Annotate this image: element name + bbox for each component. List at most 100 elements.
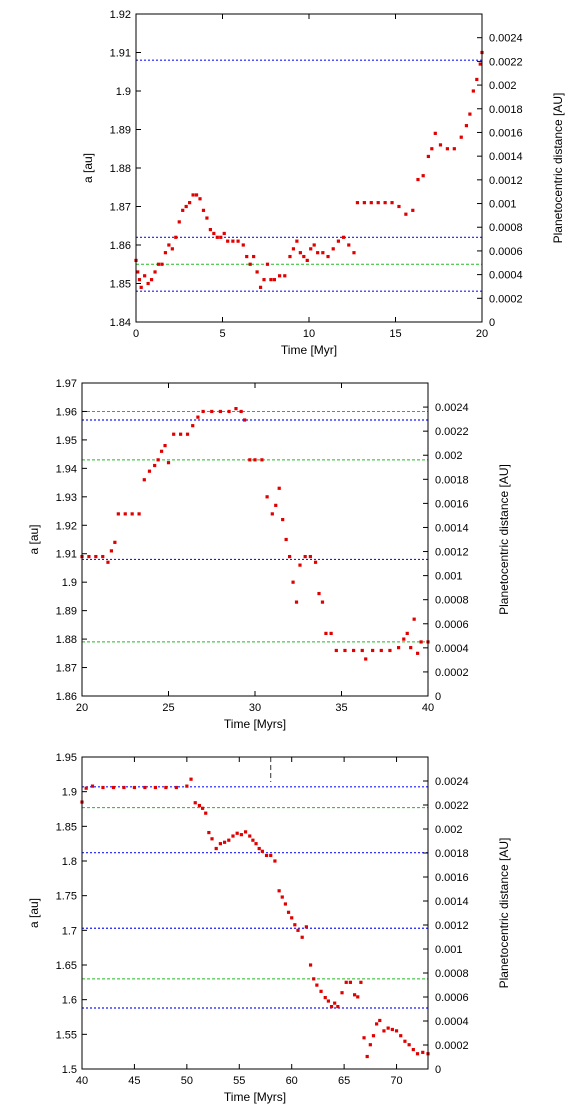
y-tick-label: 1.88: [56, 634, 77, 646]
data-point: [291, 247, 296, 251]
x-tick-label: 60: [286, 1075, 298, 1087]
data-point: [239, 409, 243, 414]
data-point: [397, 204, 401, 209]
data-point: [376, 201, 380, 205]
data-point: [277, 889, 281, 893]
data-point: [239, 833, 243, 837]
data-point: [191, 193, 195, 197]
y2-tick-label: 0.002: [489, 80, 517, 92]
y2-tick-label: 0: [489, 317, 495, 329]
x-tick-label: 20: [476, 328, 488, 340]
y-tick-label: 1.89: [110, 125, 131, 137]
y2-tick-label: 0.0004: [489, 270, 523, 282]
data-point: [415, 1052, 420, 1056]
x-tick-label: 55: [233, 1075, 245, 1087]
data-point: [399, 1034, 403, 1038]
y2-tick-label: 0: [435, 691, 441, 703]
data-point: [421, 1050, 425, 1054]
data-point: [222, 231, 226, 236]
data-point: [252, 254, 256, 259]
data-point: [334, 648, 338, 653]
data-point: [369, 201, 373, 205]
data-point: [231, 239, 235, 243]
data-point: [241, 243, 245, 247]
data-point: [159, 449, 164, 453]
data-point: [226, 239, 230, 243]
data-point: [101, 554, 105, 559]
data-point: [174, 785, 178, 790]
y2-tick-label: 0.0008: [435, 595, 469, 607]
data-point: [84, 786, 88, 790]
data-point: [396, 646, 401, 650]
data-point: [167, 243, 171, 247]
data-point: [189, 777, 193, 781]
data-point: [386, 1026, 390, 1030]
data-point: [143, 785, 147, 790]
y-tick-label: 1.5: [62, 1064, 77, 1076]
chart-panel-2: 20 25 30 35 40 1.86 1.87 1.88 1.89 1.9 1.91 1.92 1.9…: [27, 378, 511, 731]
y-tick-label: 1.86: [110, 240, 131, 252]
y2-tick-label: 0.0012: [489, 175, 523, 187]
data-point: [317, 591, 321, 596]
data-point: [160, 262, 164, 266]
data-point: [243, 830, 248, 834]
y-tick-label: 1.95: [56, 752, 77, 764]
data-point: [421, 174, 425, 178]
data-point: [388, 648, 392, 653]
data-point: [258, 285, 263, 289]
data-point: [416, 651, 420, 655]
data-point: [207, 830, 211, 835]
data-point: [347, 243, 351, 247]
data-point: [122, 785, 126, 790]
data-point: [390, 201, 394, 205]
data-point: [405, 631, 409, 635]
y-tick-label: 1.8: [62, 856, 77, 868]
data-point: [426, 154, 430, 159]
data-point: [254, 842, 258, 846]
data-point: [277, 274, 282, 278]
data-point: [430, 147, 434, 151]
y-tick-label: 1.86: [56, 691, 77, 703]
y2-tick-label: 0.0022: [489, 56, 523, 68]
y2-tick-label: 0.0018: [489, 104, 523, 116]
y-axis-label: a [au]: [27, 898, 41, 928]
y-tick-label: 1.84: [110, 317, 131, 329]
data-point: [255, 270, 259, 274]
data-point: [218, 409, 222, 414]
data-point: [302, 254, 306, 259]
data-point: [286, 910, 291, 914]
y-tick-label: 1.92: [56, 520, 77, 532]
data-point: [248, 458, 252, 462]
data-point: [324, 631, 328, 635]
data-point: [273, 859, 277, 863]
data-point: [308, 554, 312, 559]
data-point: [132, 785, 137, 790]
data-point: [294, 600, 299, 604]
data-point: [315, 983, 319, 987]
y2-tick-label: 0.001: [435, 571, 463, 583]
data-point: [214, 846, 218, 851]
data-point: [146, 281, 150, 286]
data-point: [201, 208, 206, 212]
y-tick-label: 1.94: [56, 463, 77, 475]
data-point: [139, 285, 143, 289]
y2-tick-label: 0.0008: [435, 968, 469, 980]
data-point: [459, 135, 463, 139]
y-tick-label: 1.91: [110, 48, 131, 60]
data-point: [200, 806, 205, 810]
data-point: [181, 208, 185, 212]
y2-tick-label: 0.0022: [435, 426, 469, 438]
y-tick-label: 1.87: [56, 663, 77, 675]
y2-tick-label: 0.0004: [435, 1016, 469, 1028]
data-point: [111, 785, 116, 790]
y2-tick-label: 0.0014: [435, 896, 469, 908]
data-point: [101, 785, 105, 790]
data-point: [411, 1047, 415, 1052]
data-point: [371, 648, 375, 653]
x-tick-label: 25: [162, 702, 174, 714]
data-point: [296, 928, 300, 932]
data-point: [344, 980, 348, 984]
data-point: [245, 254, 249, 259]
data-point: [137, 512, 141, 516]
x-tick-label: 0: [133, 328, 139, 340]
